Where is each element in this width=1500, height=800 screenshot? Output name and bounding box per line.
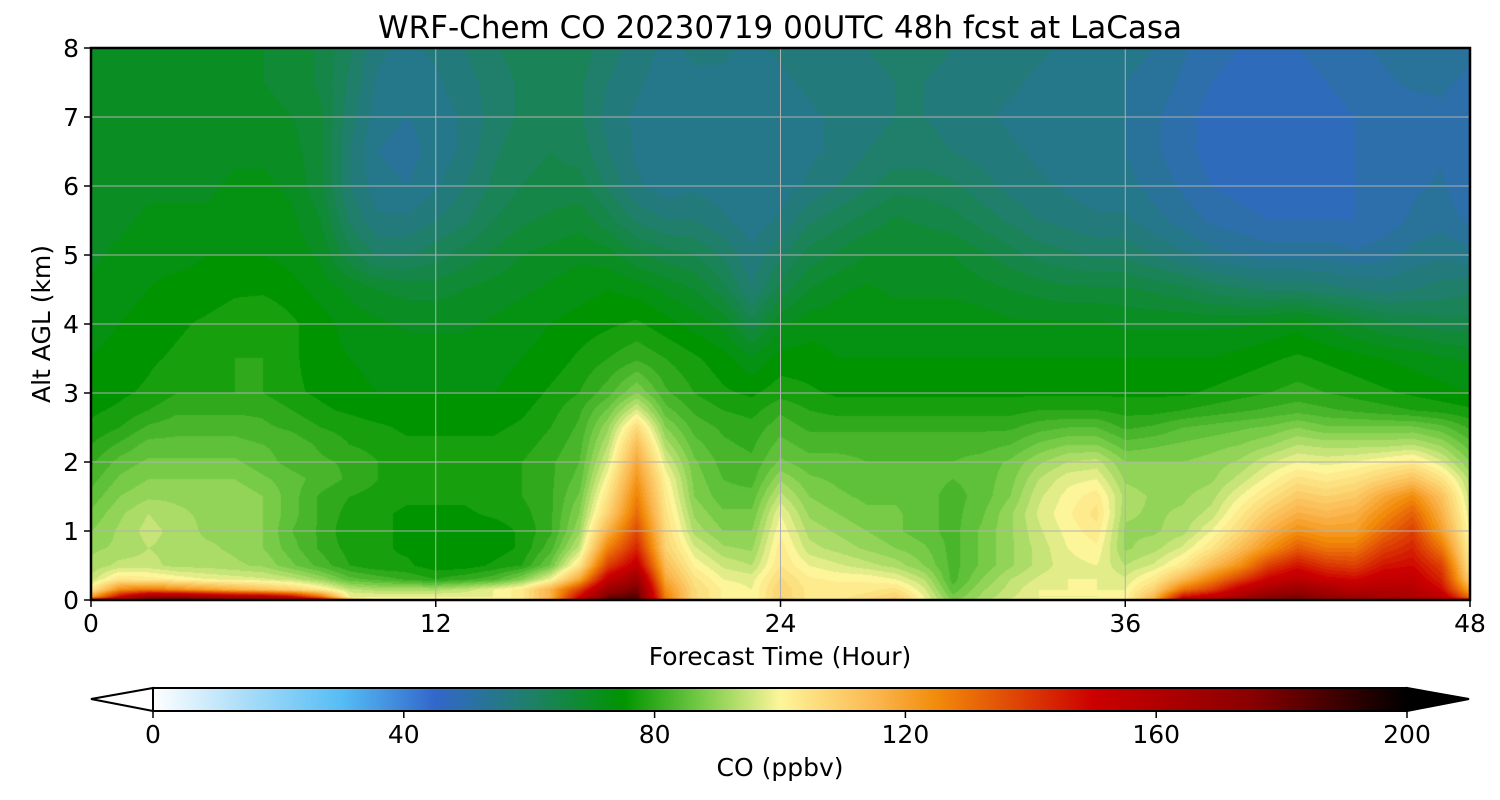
y-tick-label: 5 <box>63 241 79 270</box>
colorbar-tick-label: 0 <box>145 720 161 749</box>
colorbar-extend-high <box>1406 686 1470 713</box>
x-tick-label: 24 <box>765 609 797 638</box>
colorbar-tick-label: 200 <box>1383 720 1431 749</box>
colorbar-tick-label: 40 <box>388 720 420 749</box>
y-axis-label: Alt AGL (km) <box>27 245 56 403</box>
colorbar-tick-label: 160 <box>1132 720 1180 749</box>
y-axis: 0 1 2 3 4 5 6 7 8 <box>63 34 91 615</box>
colorbar-bar <box>152 687 1408 712</box>
x-tick-label: 0 <box>83 609 99 638</box>
colorbar-tick-label: 120 <box>882 720 930 749</box>
y-tick-label: 3 <box>63 379 79 408</box>
x-axis-label: Forecast Time (Hour) <box>649 642 912 671</box>
colorbar-tick-label: 80 <box>639 720 671 749</box>
colorbar-extend-low <box>90 686 154 713</box>
colorbar-label: CO (ppbv) <box>717 753 844 782</box>
x-tick-label: 48 <box>1454 609 1486 638</box>
x-axis: 0 12 24 36 48 <box>83 600 1486 638</box>
y-tick-label: 6 <box>63 172 79 201</box>
y-tick-label: 8 <box>63 34 79 63</box>
y-tick-label: 7 <box>63 103 79 132</box>
plot-area <box>89 46 1472 602</box>
y-tick-label: 0 <box>63 586 79 615</box>
x-tick-label: 12 <box>420 609 452 638</box>
y-tick-label: 1 <box>63 517 79 546</box>
x-tick-label: 36 <box>1109 609 1141 638</box>
y-tick-label: 2 <box>63 448 79 477</box>
chart-title: WRF-Chem CO 20230719 00UTC 48h fcst at L… <box>378 10 1182 46</box>
colorbar-ticks: 0 40 80 120 160 200 <box>145 711 1431 749</box>
y-tick-label: 4 <box>63 310 79 339</box>
colorbar: 0 40 80 120 160 200 CO (ppbv) <box>90 686 1470 782</box>
